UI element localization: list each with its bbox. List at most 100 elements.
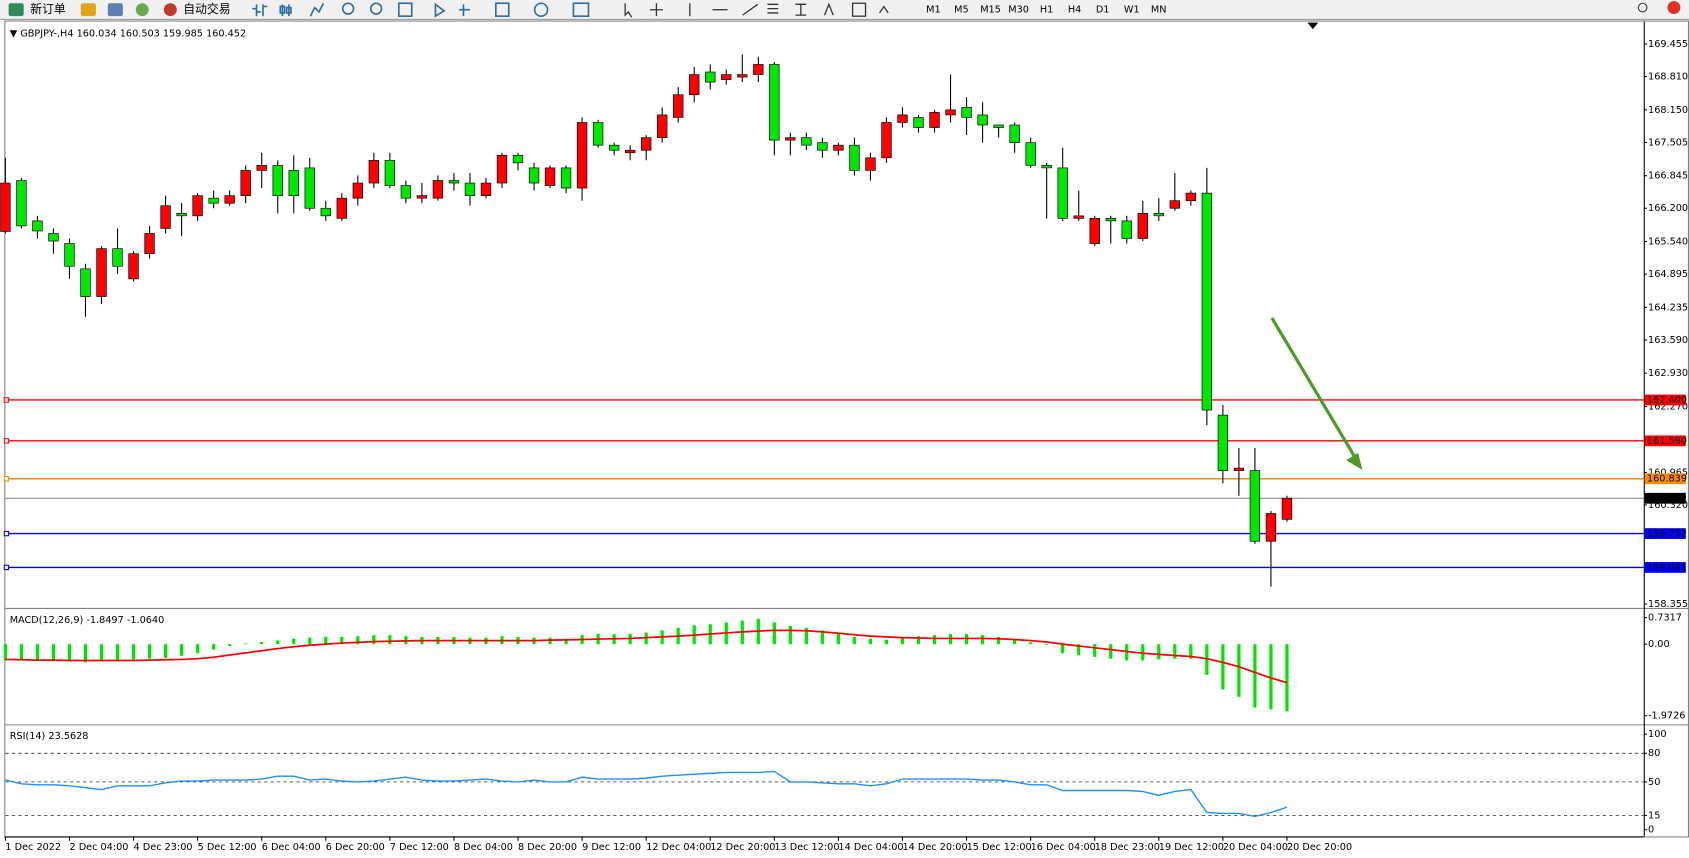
candle-body: [192, 195, 203, 217]
candle-body: [1265, 513, 1277, 542]
macd-bar: [324, 636, 328, 645]
icon-button[interactable]: [135, 3, 149, 17]
candle-body: [1073, 215, 1084, 219]
candle-body: [208, 197, 219, 204]
text-button[interactable]: [823, 2, 834, 16]
macd-bar: [356, 636, 360, 645]
candle-body: [673, 94, 684, 118]
candle-body: [1025, 142, 1036, 166]
icon: [163, 3, 177, 17]
level-label-box: [1644, 394, 1686, 406]
macd-bar: [932, 635, 937, 645]
notifications-button[interactable]: [1667, 1, 1681, 15]
cursor-button[interactable]: [624, 3, 633, 18]
timeframe-button[interactable]: M5: [954, 5, 969, 16]
timeframe-button[interactable]: M1: [926, 5, 941, 16]
candle-body: [0, 182, 11, 232]
macd-bar: [260, 642, 264, 645]
macd-bar: [308, 637, 312, 645]
x-tick-label: 15 Dec 12:00: [967, 842, 1032, 853]
crosshair-button[interactable]: [649, 3, 663, 17]
arrows-button[interactable]: [878, 5, 889, 14]
line-chart-button[interactable]: [309, 2, 325, 17]
macd-bar: [131, 644, 136, 660]
macd-bar: [179, 644, 184, 656]
timeframe-button[interactable]: D1: [1096, 5, 1110, 16]
macd-bar: [228, 644, 232, 646]
zoom-in-button[interactable]: [341, 2, 355, 15]
templates-button[interactable]: [572, 2, 590, 17]
macd-bar: [980, 635, 985, 645]
macd-bar: [916, 636, 921, 645]
candle-body: [560, 167, 572, 189]
macd-bar: [276, 640, 280, 645]
candle-chart-button[interactable]: [279, 4, 292, 17]
label-button[interactable]: [851, 2, 867, 17]
timeframe-button[interactable]: H1: [1040, 5, 1053, 16]
icon-button[interactable]: [80, 3, 96, 17]
periods-button[interactable]: [533, 2, 549, 17]
timeframe-button[interactable]: M15: [980, 5, 1001, 16]
y-tick-label: 164.895: [1648, 269, 1688, 280]
candle-body: [881, 122, 892, 159]
candle-body: [16, 180, 27, 227]
candle-body: [480, 182, 492, 196]
toolbar-background: [0, 0, 1689, 20]
channel-button[interactable]: [767, 3, 779, 14]
indicators-button[interactable]: [495, 2, 510, 17]
y-tick-label: 100: [1648, 729, 1667, 740]
macd-bar: [147, 644, 152, 659]
candle-body: [977, 114, 988, 126]
level-label: 160.839: [1647, 474, 1687, 485]
x-tick-label: 20 Dec 20:00: [1287, 842, 1352, 853]
price-panel-title: ▼ GBPJPY-,H4 160.034 160.503 159.985 160…: [10, 28, 246, 39]
bar-chart-button[interactable]: [252, 4, 268, 17]
autoscroll-button[interactable]: [434, 2, 446, 18]
shift-button[interactable]: [459, 4, 470, 17]
trendline-button[interactable]: [742, 3, 759, 16]
search-button[interactable]: [1637, 2, 1648, 13]
candle-body: [1233, 467, 1245, 471]
macd-bar: [372, 635, 376, 645]
y-tick-label: 158.355: [1648, 599, 1688, 610]
new-order-button[interactable]: 新订单: [8, 2, 66, 16]
macd-title: MACD(12,26,9) -1.8497 -1.0640: [10, 615, 165, 626]
candle-body: [1057, 167, 1068, 219]
candle-body: [993, 124, 1004, 128]
candle-body: [368, 159, 380, 184]
candle-body: [288, 170, 299, 196]
x-tick-label: 13 Dec 12:00: [774, 842, 839, 853]
arrow-shaft: [1270, 317, 1357, 458]
x-tick-label: 14 Dec 04:00: [838, 842, 903, 853]
icon-button[interactable]: [107, 3, 123, 17]
macd-bar: [67, 644, 72, 662]
candle-body: [913, 117, 924, 128]
candle-body: [961, 107, 972, 118]
candle-body: [1121, 220, 1132, 239]
timeframe-button[interactable]: W1: [1124, 5, 1140, 16]
candle-body: [1153, 212, 1164, 217]
zoom-out-button[interactable]: [369, 2, 383, 15]
fibo-button[interactable]: [795, 3, 807, 16]
close-reading: 160.452: [206, 28, 246, 39]
macd-bar: [820, 630, 825, 645]
candle-body: [929, 112, 940, 128]
indicator-name: MACD(12,26,9): [10, 615, 84, 626]
tile-button[interactable]: [397, 2, 413, 17]
candle-body: [1041, 165, 1052, 169]
auto-trading-button[interactable]: 自动交易: [163, 2, 231, 17]
y-tick-label: 160.320: [1648, 500, 1688, 511]
macd-bar: [900, 637, 905, 645]
shift-marker: [1307, 22, 1319, 30]
macd-bar: [3, 644, 8, 661]
button-label: 自动交易: [183, 2, 230, 16]
candle-body: [1105, 218, 1116, 222]
candle-body: [833, 144, 844, 151]
candle-body: [176, 212, 187, 217]
timeframe-button[interactable]: MN: [1151, 5, 1167, 16]
candle-body: [256, 165, 267, 171]
macd-bar: [804, 627, 808, 645]
timeframe-button[interactable]: M30: [1008, 5, 1029, 16]
timeframe-button[interactable]: H4: [1068, 5, 1081, 16]
